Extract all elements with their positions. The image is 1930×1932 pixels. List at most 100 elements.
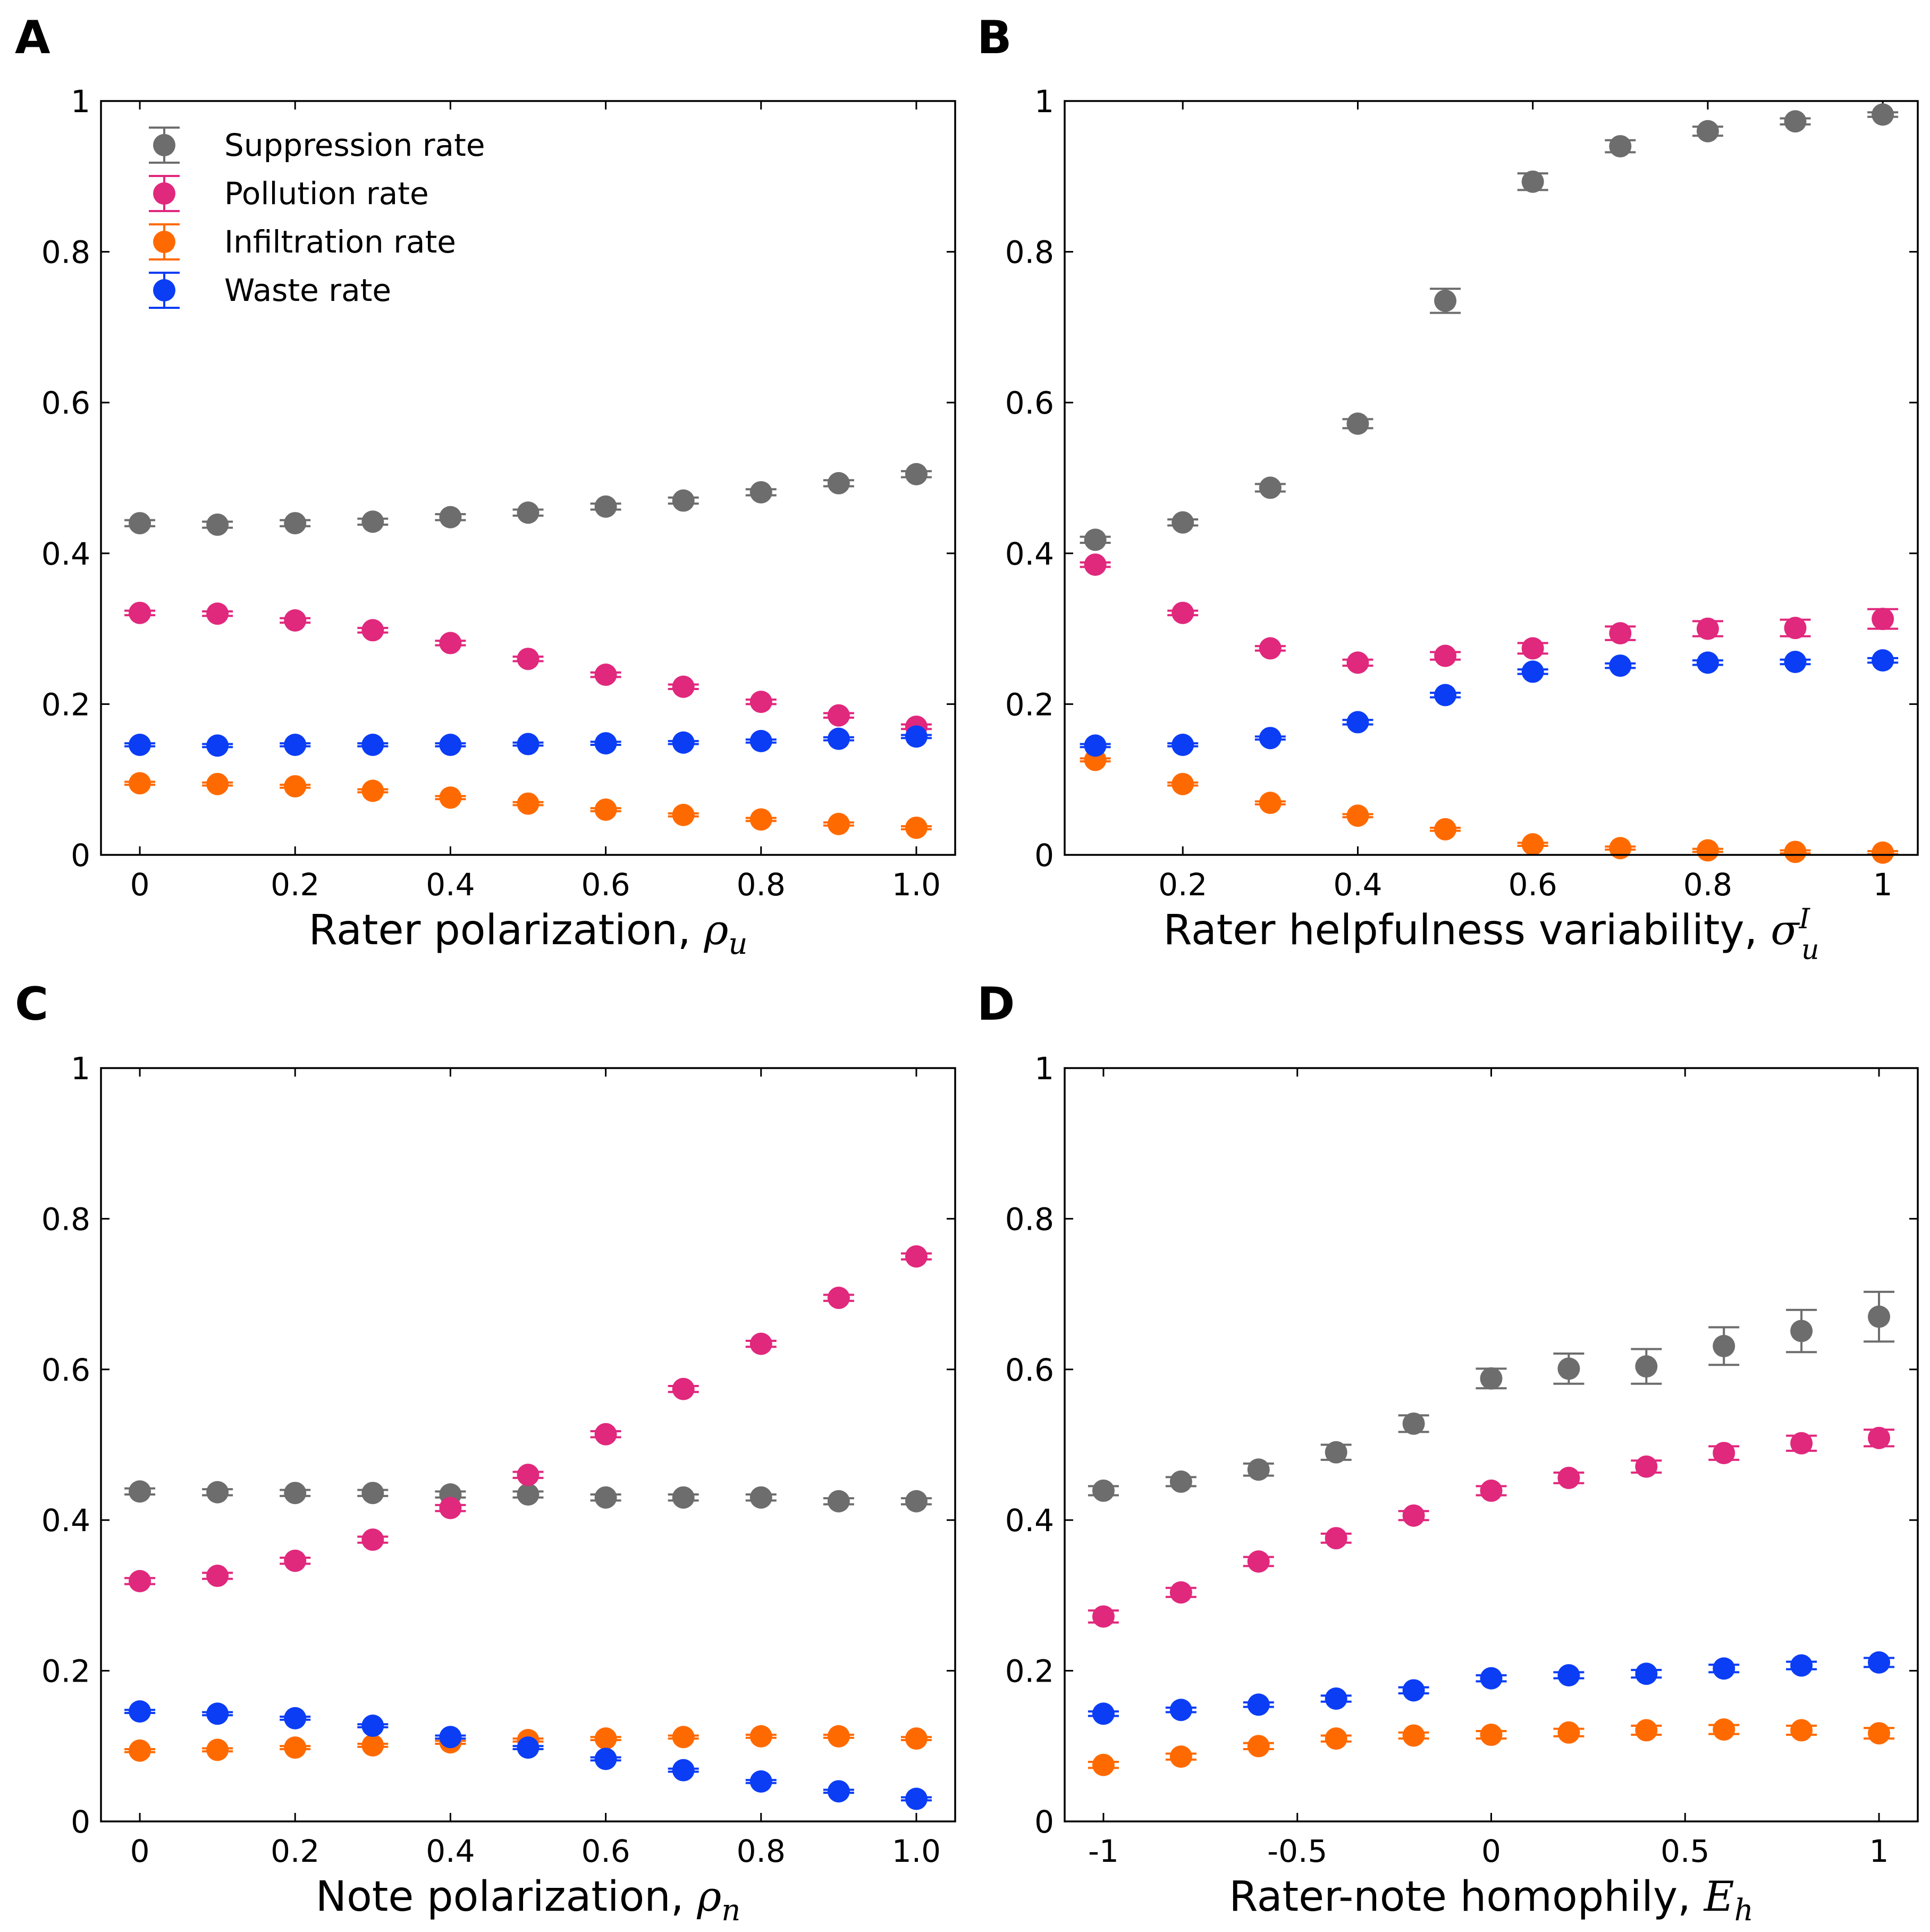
plot-frame xyxy=(1064,100,1919,856)
data-point xyxy=(1325,1441,1347,1464)
data-point xyxy=(1696,120,1719,142)
data-point xyxy=(905,1787,928,1810)
data-point xyxy=(1557,1664,1580,1687)
data-point xyxy=(1609,622,1632,645)
data-point xyxy=(1868,1722,1891,1745)
data-point xyxy=(1521,833,1544,856)
data-point xyxy=(1092,1479,1115,1502)
data-point xyxy=(1480,1724,1503,1746)
data-point xyxy=(1259,637,1282,660)
data-point xyxy=(361,1528,384,1551)
data-point xyxy=(827,704,850,727)
data-point xyxy=(594,732,617,755)
data-point xyxy=(284,1549,307,1572)
data-point xyxy=(1402,1412,1425,1435)
data-point xyxy=(284,1707,307,1729)
y-tick-label: 1 xyxy=(71,1051,90,1087)
data-point xyxy=(1521,660,1544,683)
plot-frame xyxy=(100,1067,956,1822)
y-tick-label: 0.2 xyxy=(1005,686,1054,723)
data-point xyxy=(1635,1662,1658,1685)
data-point xyxy=(1784,617,1807,640)
y-tick-label: 0.6 xyxy=(41,1352,90,1388)
data-point xyxy=(1713,1718,1735,1741)
data-point xyxy=(594,1748,617,1770)
data-point xyxy=(749,808,772,831)
data-point xyxy=(284,733,307,756)
data-point xyxy=(517,792,540,815)
data-point xyxy=(1346,711,1369,734)
data-point xyxy=(129,1739,151,1762)
series-suppression xyxy=(124,463,932,536)
data-point xyxy=(1480,1479,1503,1502)
data-point xyxy=(1784,841,1807,863)
data-point xyxy=(1872,608,1894,631)
data-point xyxy=(594,1727,617,1750)
x-tick-label: 1.0 xyxy=(892,867,941,903)
y-tick-label: 0.4 xyxy=(1005,1502,1054,1539)
data-point xyxy=(439,506,462,528)
data-point xyxy=(361,1734,384,1757)
data-point xyxy=(1247,1693,1270,1716)
data-point xyxy=(905,1727,928,1750)
series-waste xyxy=(124,725,932,757)
data-point xyxy=(1480,1367,1503,1390)
series-infiltration xyxy=(1080,749,1899,864)
y-tick-label: 1 xyxy=(1034,1051,1054,1087)
data-point xyxy=(1169,1581,1192,1604)
data-point xyxy=(1434,289,1457,312)
data-point xyxy=(749,481,772,503)
data-point xyxy=(206,1565,229,1587)
data-point xyxy=(1084,528,1107,551)
x-axis-label: Rater-note homophily, Eh xyxy=(1229,1873,1754,1928)
data-point xyxy=(517,1464,540,1486)
y-tick-label: 0.2 xyxy=(41,1653,90,1690)
series-waste xyxy=(124,1700,932,1810)
panel-letter: B xyxy=(977,11,1012,64)
x-tick-label: 0.4 xyxy=(426,867,475,903)
x-tick-label: 0.2 xyxy=(1158,867,1207,903)
y-tick-label: 0.2 xyxy=(1005,1653,1054,1690)
x-tick-label: 1.0 xyxy=(892,1833,941,1869)
y-tick-label: 0.8 xyxy=(1005,1201,1054,1237)
data-point xyxy=(827,1490,850,1513)
data-point xyxy=(1402,1504,1425,1527)
data-point xyxy=(1872,649,1894,672)
data-point xyxy=(1172,511,1194,534)
data-point xyxy=(1521,637,1544,660)
x-axis-label: Rater helpfulness variability, σI u xyxy=(1163,903,1819,966)
legend-entry-suppression: Suppression rate xyxy=(149,127,485,164)
y-tick-label: 0.6 xyxy=(1005,1352,1054,1388)
data-point xyxy=(594,663,617,686)
data-point xyxy=(749,1332,772,1355)
series-infiltration xyxy=(124,772,932,839)
data-point xyxy=(517,501,540,524)
panel-c: C 0 0.2 0.4 0.6 0.8 1 0 0.2 0.4 0.6 0.8 1.0 Note pola… xyxy=(15,978,956,1928)
y-tick-label: 0 xyxy=(71,837,90,873)
panel-letter: C xyxy=(15,978,48,1031)
y-tick-label: 0.6 xyxy=(1005,385,1054,421)
x-tick-label: 0.5 xyxy=(1661,1833,1709,1869)
x-tick-label: 0.4 xyxy=(426,1833,475,1869)
data-point xyxy=(827,1725,850,1748)
data-point xyxy=(361,619,384,642)
x-axis-label: Rater polarization, ρu xyxy=(309,906,748,961)
x-tick-label: 0.8 xyxy=(737,1833,786,1869)
panel-letter: A xyxy=(15,11,50,64)
plot-frame xyxy=(1064,1067,1919,1822)
data-point xyxy=(905,725,928,748)
data-point xyxy=(1092,1753,1115,1776)
data-point xyxy=(517,1483,540,1506)
data-point xyxy=(361,1482,384,1505)
data-point xyxy=(1868,1651,1891,1674)
data-point xyxy=(284,609,307,632)
data-point xyxy=(1872,841,1894,864)
series-pollution xyxy=(124,601,932,738)
series-waste xyxy=(1080,649,1899,757)
data-point xyxy=(206,1738,229,1761)
x-tick-label: -0.5 xyxy=(1267,1833,1327,1869)
series-infiltration xyxy=(1088,1718,1895,1776)
data-point xyxy=(1169,1699,1192,1721)
data-point xyxy=(1557,1721,1580,1744)
data-point xyxy=(672,489,695,512)
